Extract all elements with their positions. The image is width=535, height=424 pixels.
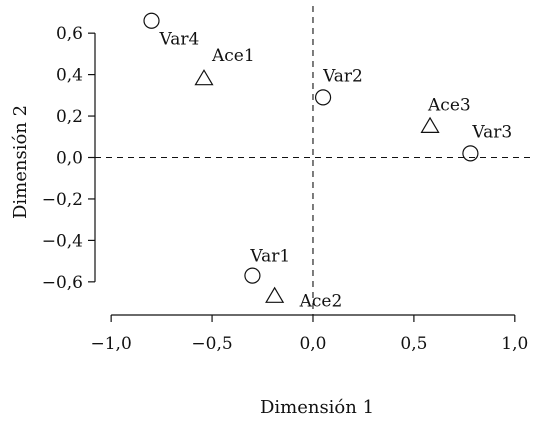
- point-ace2: [265, 286, 285, 303]
- y-tick-label: 0,6: [56, 24, 83, 44]
- x-tick-label: −1,0: [91, 334, 132, 354]
- points: [143, 12, 479, 303]
- x-tick-label: 0,5: [400, 334, 427, 354]
- point-label-var4: Var4: [159, 30, 200, 50]
- point-label-var1: Var1: [249, 247, 290, 267]
- point-label-var2: Var2: [322, 66, 363, 86]
- y-tick-label: 0,0: [56, 149, 83, 169]
- y-tick-label: 0,2: [56, 107, 83, 127]
- point-var2: [314, 89, 332, 106]
- point-var1: [244, 267, 261, 284]
- point-label-ace2: Ace2: [299, 291, 343, 311]
- point-label-var3: Var3: [471, 122, 512, 142]
- axes: 0,6 0,4 0,2 0,0 −0,2 −0,4 −0,6 −1,0 −0,5 0,0 0,5 1,…: [42, 6, 535, 354]
- y-tick-label: −0,6: [42, 273, 83, 293]
- point-ace1: [194, 69, 214, 86]
- point-ace3: [420, 116, 440, 133]
- point-labels: Var1 Var2 Var3 Var4 Ace1 Ace2 Ace3: [159, 30, 513, 312]
- y-tick-label: −0,2: [42, 190, 83, 210]
- point-var3: [462, 145, 479, 162]
- point-label-ace3: Ace3: [427, 95, 471, 115]
- x-tick-label: 1,0: [501, 334, 528, 354]
- y-axis-title: Dimensión 2: [10, 105, 31, 219]
- x-tick-label: −0,5: [191, 334, 232, 354]
- y-tick-label: −0,4: [42, 231, 83, 251]
- x-axis-title: Dimensión 1: [260, 397, 374, 418]
- point-label-ace1: Ace1: [211, 46, 255, 66]
- y-tick-label: 0,4: [56, 66, 83, 86]
- point-var4: [143, 12, 160, 29]
- x-tick-label: 0,0: [299, 334, 326, 354]
